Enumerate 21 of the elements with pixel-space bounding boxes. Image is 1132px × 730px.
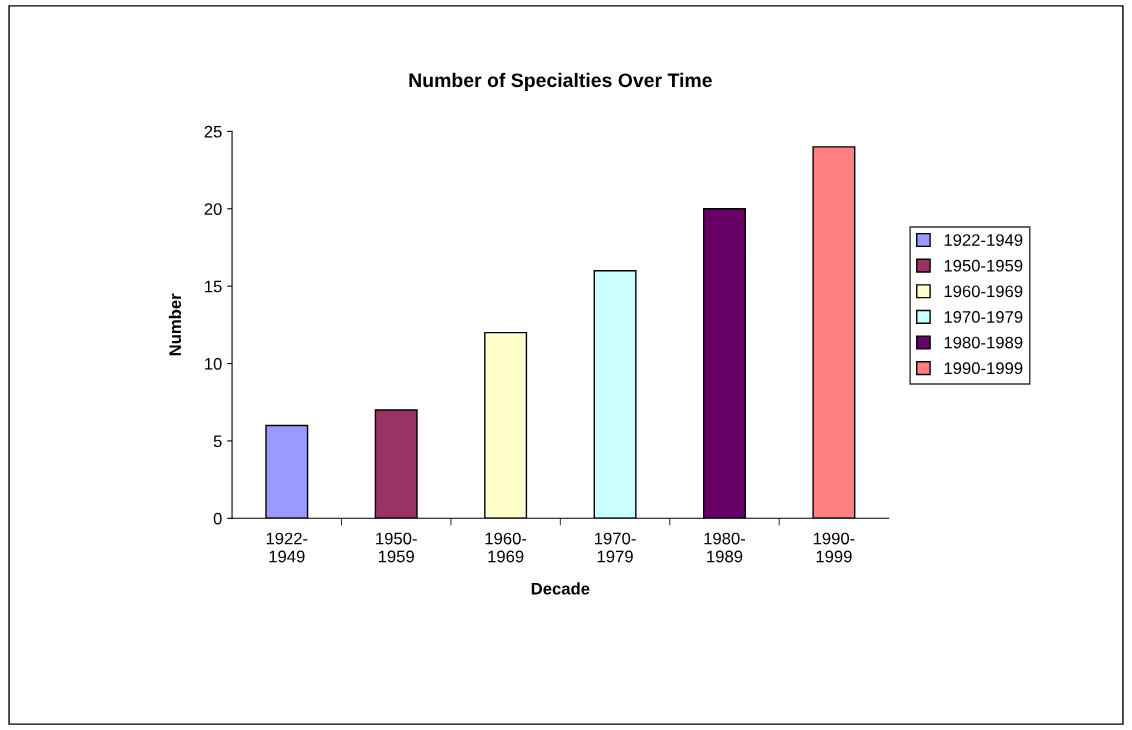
x-axis-title: Decade: [531, 582, 590, 595]
legend-label: 1922-1949: [944, 234, 1023, 246]
x-tick-label: 1970-1979: [595, 532, 636, 563]
y-tick-label: 20: [204, 203, 222, 215]
y-axis-title: Number: [168, 293, 182, 356]
y-tick-label: 10: [205, 357, 222, 370]
x-tick-label: 1990-1999: [813, 532, 855, 563]
x-tick-label: 1980-1989: [704, 532, 746, 563]
chart-title: Number of Specialties Over Time: [409, 72, 712, 91]
x-tick-label: 1922-1949: [266, 532, 308, 563]
y-tick-label: 25: [204, 125, 222, 138]
legend-label: 1980-1989: [944, 336, 1023, 349]
y-tick-label: 15: [205, 280, 222, 293]
legend-label: 1950-1959: [944, 259, 1023, 272]
legend-label: 1970-1979: [944, 311, 1023, 323]
y-tick-label: 0: [213, 512, 222, 525]
y-tick-label: 5: [213, 435, 222, 448]
x-tick-label: 1960-1969: [485, 532, 527, 563]
legend-label: 1960-1969: [944, 285, 1023, 298]
x-tick-label: 1950-1959: [376, 532, 417, 563]
legend-label: 1990-1999: [944, 362, 1023, 375]
